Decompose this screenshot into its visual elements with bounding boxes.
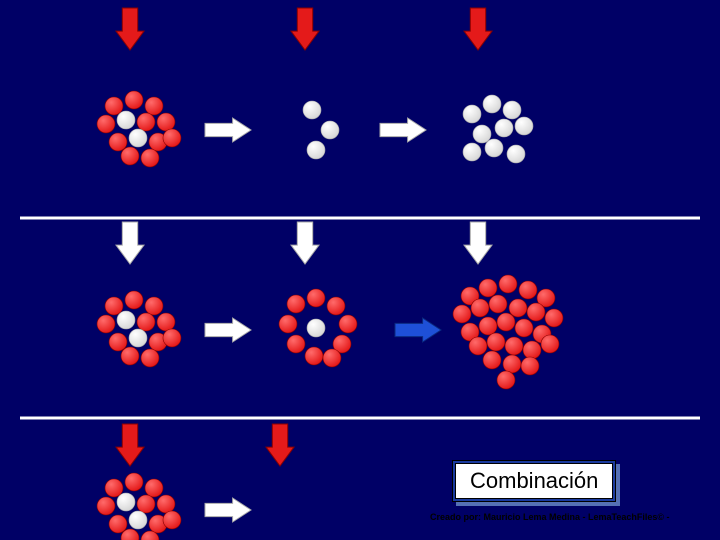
credit-line: Creado por: Mauricio Lema Medina - LemaT… bbox=[430, 512, 670, 522]
label-text: Combinación bbox=[470, 468, 598, 493]
label-combinacion: Combinación bbox=[452, 460, 616, 502]
diagram-canvas bbox=[0, 0, 720, 540]
